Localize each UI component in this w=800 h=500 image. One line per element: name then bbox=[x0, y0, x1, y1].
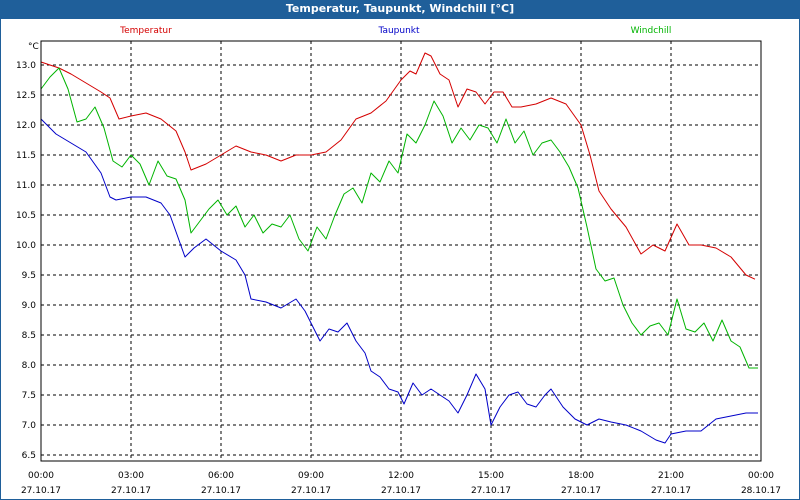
y-tick-label: 11.5 bbox=[16, 151, 36, 161]
grid bbox=[41, 41, 761, 461]
y-axis-unit: °C bbox=[28, 42, 39, 52]
x-tick-date: 28.10.17 bbox=[741, 486, 781, 496]
y-tick-label: 6.5 bbox=[22, 451, 36, 461]
y-tick-label: 7.0 bbox=[22, 421, 37, 431]
legend-taupunkt: Taupunkt bbox=[377, 26, 420, 36]
x-tick-time: 12:00 bbox=[388, 471, 414, 481]
x-tick-time: 21:00 bbox=[658, 471, 684, 481]
x-tick-labels: 00:00 27.10.17 03:00 27.10.17 06:00 27.10.17 0… bbox=[21, 471, 781, 496]
x-tick-date: 27.10.17 bbox=[111, 486, 151, 496]
chart-svg: °C 6.5 7.0 7.5 8.0 8.5 9.0 9.5 10.0 10.5 11.0 11.5… bbox=[16, 26, 781, 496]
x-tick-time: 00:00 bbox=[748, 471, 774, 481]
y-tick-label: 10.0 bbox=[16, 241, 36, 251]
x-tick-time: 18:00 bbox=[568, 471, 594, 481]
y-tick-label: 10.5 bbox=[16, 211, 36, 221]
y-tick-label: 13.0 bbox=[16, 61, 36, 71]
legend-temperatur: Temperatur bbox=[119, 26, 172, 36]
chart-frame: °C 6.5 7.0 7.5 8.0 8.5 9.0 9.5 10.0 10.5 11.0 11.5… bbox=[0, 18, 800, 500]
legend: Temperatur Taupunkt Windchill bbox=[119, 26, 671, 36]
y-tick-label: 11.0 bbox=[16, 181, 36, 191]
y-tick-label: 9.5 bbox=[22, 271, 36, 281]
x-tick-time: 03:00 bbox=[118, 471, 144, 481]
x-tick-date: 27.10.17 bbox=[291, 486, 331, 496]
x-tick-date: 27.10.17 bbox=[201, 486, 241, 496]
x-tick-date: 27.10.17 bbox=[21, 486, 61, 496]
y-tick-label: 12.0 bbox=[16, 121, 36, 131]
series-line-temperatur bbox=[40, 52, 756, 280]
x-tick-time: 06:00 bbox=[208, 471, 234, 481]
series-lines bbox=[40, 52, 758, 444]
x-tick-date: 27.10.17 bbox=[561, 486, 601, 496]
y-tick-labels: 6.5 7.0 7.5 8.0 8.5 9.0 9.5 10.0 10.5 11.0 11.5 12.… bbox=[16, 61, 36, 461]
x-tick-date: 27.10.17 bbox=[381, 486, 421, 496]
x-tick-date: 27.10.17 bbox=[471, 486, 511, 496]
legend-windchill: Windchill bbox=[631, 26, 672, 36]
series-line-taupunkt bbox=[40, 118, 758, 444]
x-tick-time: 09:00 bbox=[298, 471, 324, 481]
y-tick-label: 12.5 bbox=[16, 91, 36, 101]
x-tick-time: 15:00 bbox=[478, 471, 504, 481]
y-tick-label: 8.5 bbox=[22, 331, 36, 341]
y-tick-label: 7.5 bbox=[22, 391, 36, 401]
y-tick-label: 9.0 bbox=[22, 301, 37, 311]
series-line-windchill bbox=[40, 67, 758, 369]
window-title: Temperatur, Taupunkt, Windchill [°C] bbox=[0, 0, 800, 18]
x-tick-time: 00:00 bbox=[28, 471, 54, 481]
x-tick-date: 27.10.17 bbox=[651, 486, 691, 496]
y-tick-label: 8.0 bbox=[22, 361, 37, 371]
plot-border bbox=[40, 40, 762, 462]
